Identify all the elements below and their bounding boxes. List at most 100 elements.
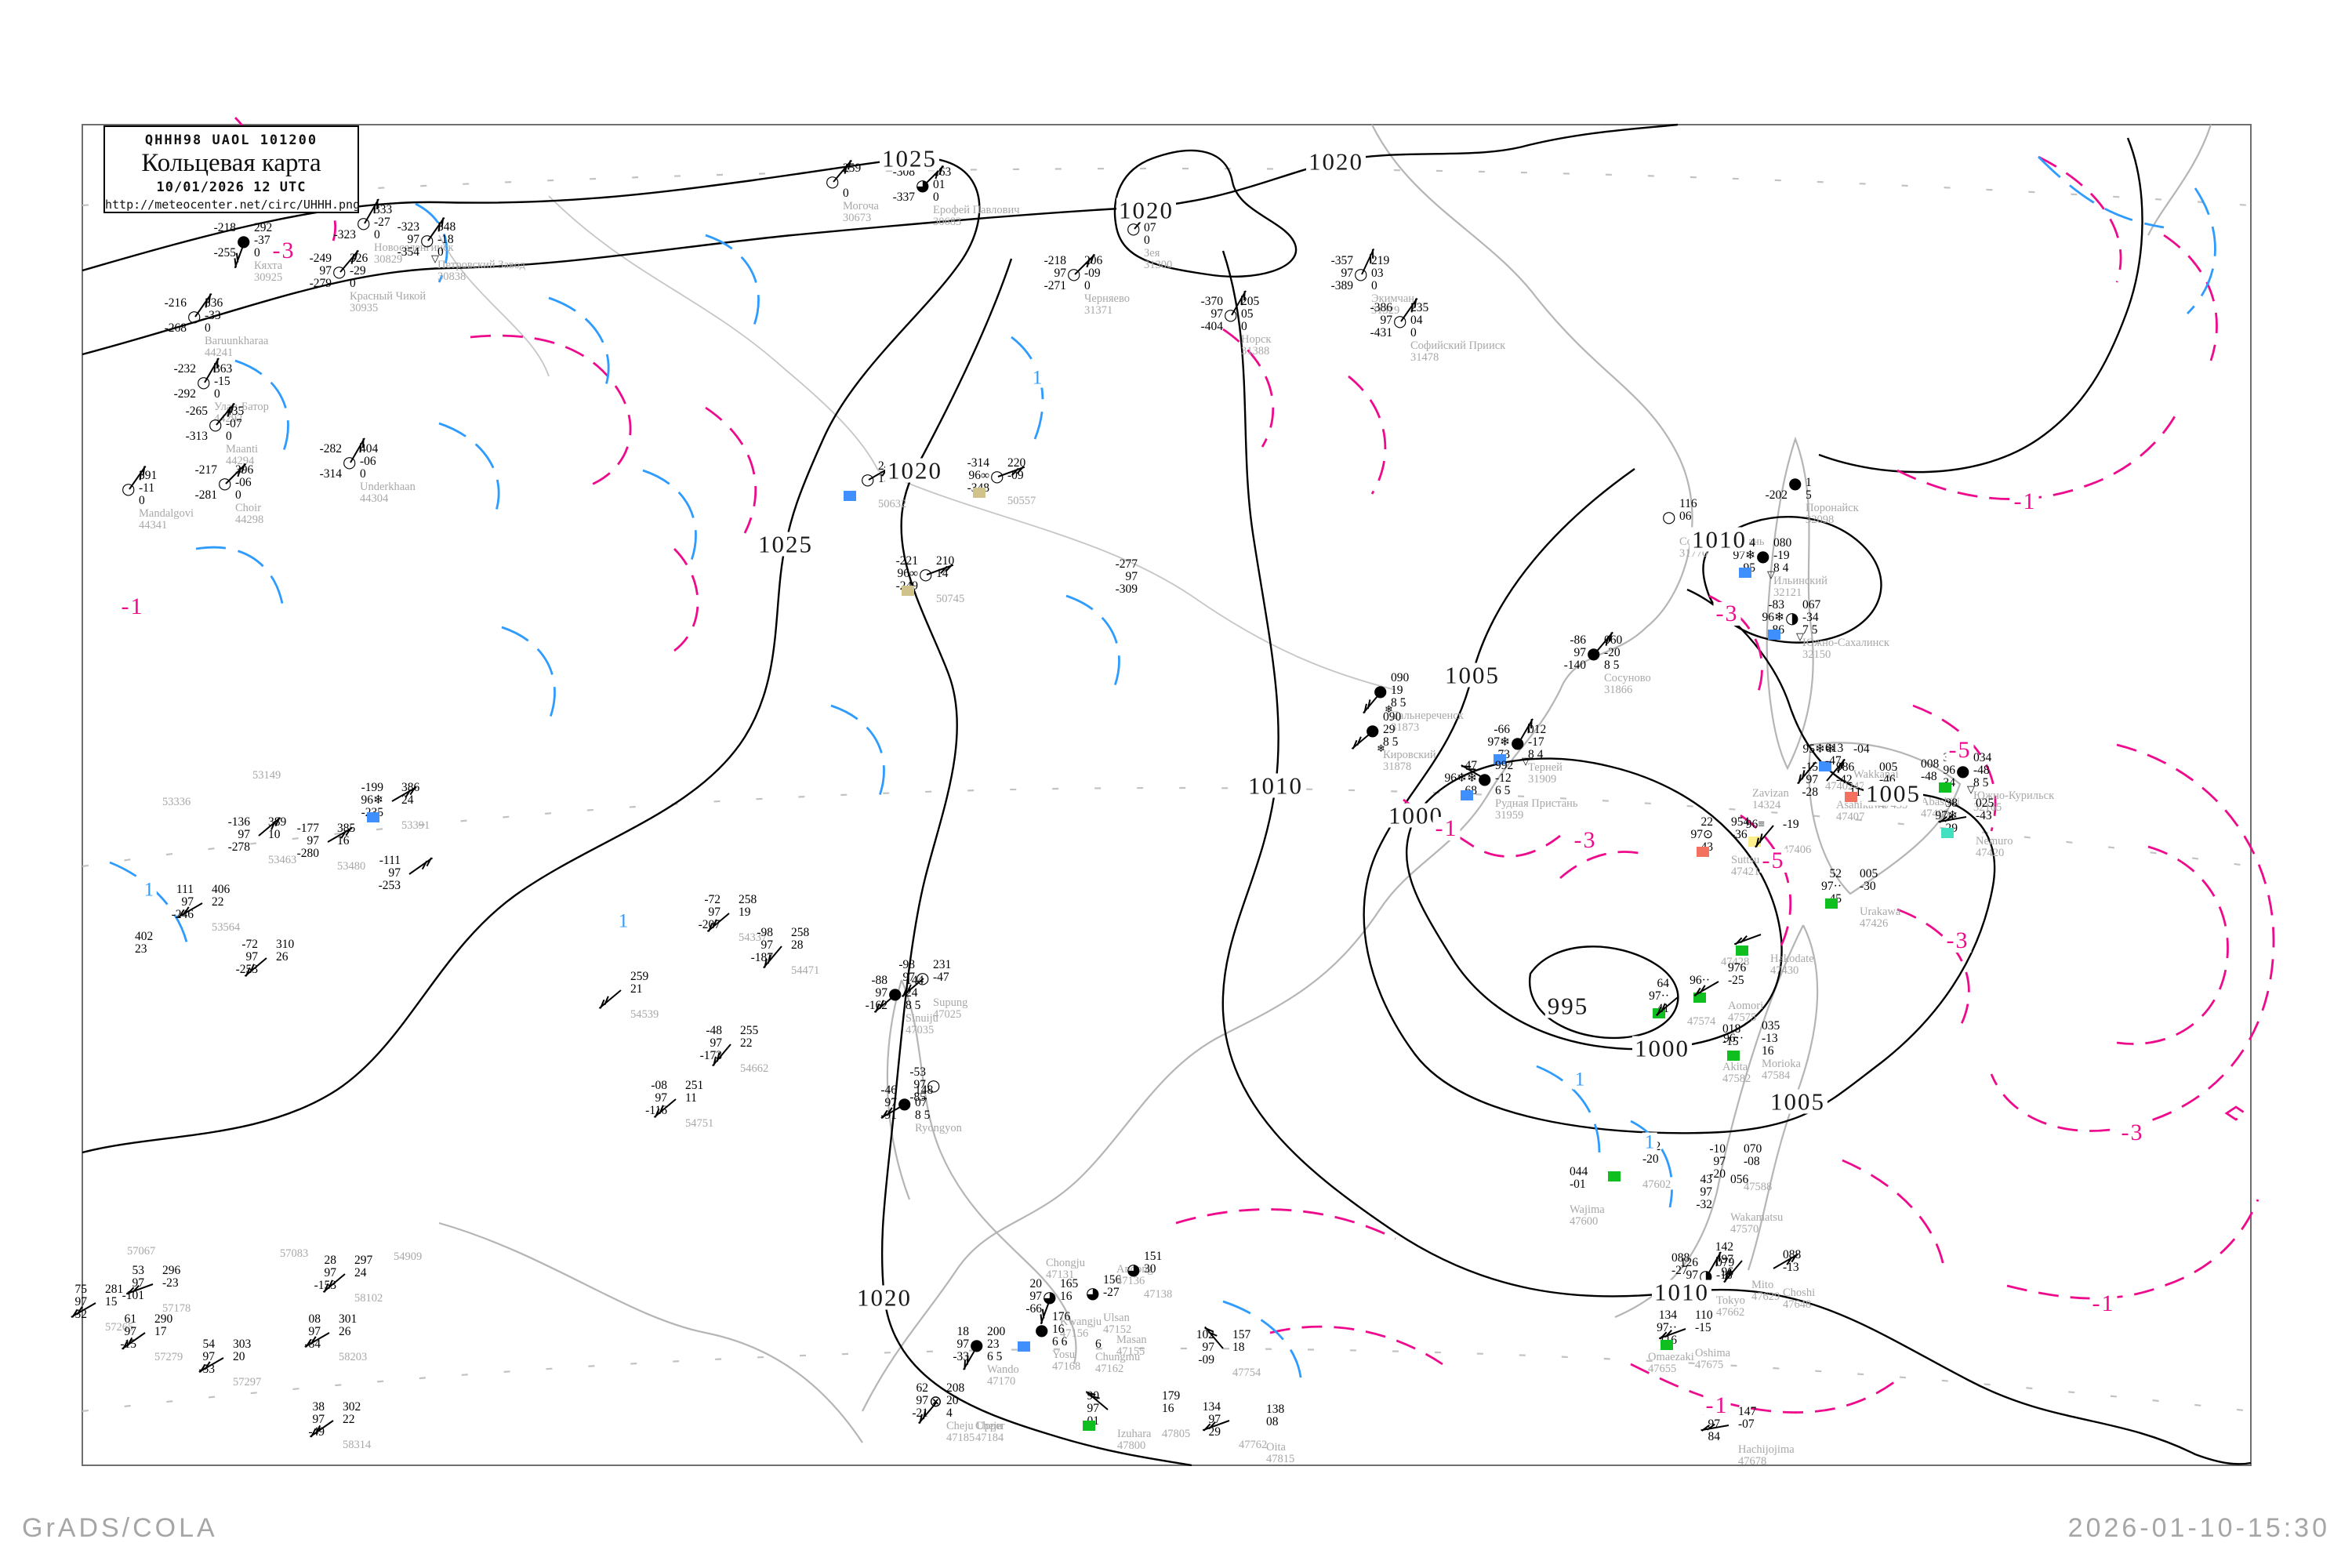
station-temperature: -98	[898, 958, 915, 971]
station-cloud-amount: 8 4	[1773, 561, 1789, 575]
station-id: 53336	[162, 796, 191, 808]
station-pressure-tendency: 11	[685, 1091, 697, 1105]
station-name: Wakamatsu	[1730, 1211, 1784, 1224]
station-pressure: 080	[1773, 536, 1792, 550]
station-pressure: 255	[740, 1024, 759, 1037]
station-name: Южно-Курильск	[1973, 789, 2055, 802]
station-pressure-tendency: 15	[105, 1295, 118, 1308]
sky-cover-icon: ○	[1662, 507, 1676, 526]
sky-cover-icon: ●	[898, 1094, 911, 1112]
station-temperature: 152	[1701, 1405, 1720, 1418]
station-id: 30829	[374, 253, 403, 266]
station-id: 54909	[394, 1250, 423, 1263]
station-temperature: 61	[124, 1312, 137, 1326]
station-id: 44304	[360, 492, 389, 505]
station-pressure-tendency: 17	[154, 1325, 167, 1338]
station-id: 47136	[1116, 1275, 1145, 1287]
station-name-id: 47428	[1721, 956, 1749, 968]
station-temperature: -314	[967, 456, 989, 470]
station-id: 31959	[1495, 809, 1524, 822]
station-id: 32098	[1806, 514, 1835, 526]
station-name-id: Hachijojima 47678	[1738, 1444, 1795, 1468]
station-name: Wakkanai	[1853, 768, 1899, 781]
station-name-id: 57178	[162, 1303, 191, 1315]
weather-symbol-icon: ▽	[431, 253, 439, 265]
precip-marker-icon	[1768, 630, 1780, 640]
station-temperature: -72	[241, 938, 258, 951]
station-pressure: 259	[630, 970, 649, 983]
station-dewpoint: -28	[1802, 786, 1818, 799]
station-name: Supung	[933, 996, 968, 1009]
station-name-id: 54337	[739, 932, 767, 944]
station-pressure: 406	[212, 883, 230, 896]
station-id: 54662	[740, 1062, 769, 1075]
station-pressure-tendency: -13	[1762, 1032, 1778, 1045]
station-pressure: 056	[1730, 1173, 1749, 1186]
station-visibility-weather: 97	[1029, 1290, 1043, 1303]
station-dewpoint: -85	[909, 1091, 926, 1104]
station-id: 31478	[1410, 351, 1439, 364]
station-dewpoint: -32	[1696, 1198, 1712, 1211]
station-pressure: 402	[135, 930, 154, 943]
station-id: 58203	[339, 1351, 368, 1363]
station-name: Akita	[1722, 1061, 1748, 1073]
station-cloud-amount: 8 5	[1391, 696, 1406, 710]
station-pressure-tendency: -15	[214, 375, 230, 388]
station-dewpoint: -431	[1370, 326, 1392, 339]
station-pressure: 200	[987, 1325, 1006, 1338]
station-pressure: 179	[1162, 1389, 1181, 1403]
station-pressure: 090	[1383, 710, 1402, 724]
station-temperature: -88	[871, 974, 887, 987]
station-visibility-weather: 97	[319, 264, 332, 278]
station-name: Дальнереченск	[1391, 710, 1464, 722]
station-name: Yosu	[1052, 1348, 1076, 1361]
weather-symbol-icon: ▽	[1522, 756, 1530, 768]
station-visibility-weather: 97	[74, 1295, 88, 1308]
station-pressure: 012	[1528, 723, 1547, 736]
station-pressure-tendency: 30	[1144, 1262, 1156, 1276]
station-name: Сосуново	[1604, 672, 1651, 684]
station-pressure-tendency: 16	[1162, 1402, 1174, 1415]
station-id: 31909	[1528, 773, 1557, 786]
station-visibility-weather: 97	[1208, 1413, 1221, 1426]
station-id: 47648	[1783, 1298, 1812, 1311]
station-name-id: Wajima 47600	[1570, 1204, 1605, 1228]
station-pressure-tendency: -46	[1879, 773, 1896, 786]
station-visibility-weather: 97	[1054, 267, 1067, 280]
station-visibility-weather: 97	[1210, 307, 1224, 321]
station-pressure-tendency: -11	[139, 481, 155, 495]
station-dewpoint: -389	[1330, 279, 1353, 292]
station-pressure-tendency: -43	[1976, 809, 1992, 822]
station-cloud-amount: 0	[1241, 320, 1247, 333]
render-timestamp: 2026-01-10-15:30	[2067, 1513, 2330, 1543]
station-temperature: 126	[1679, 1256, 1698, 1269]
station-temperature: -216	[164, 296, 187, 310]
station-name: Южно-Сахалинск	[1802, 637, 1889, 649]
precip-marker-icon	[1736, 946, 1748, 956]
station-pressure-tendency: -37	[254, 234, 270, 247]
station-pressure: 231	[933, 958, 952, 971]
station-visibility-weather: 97	[324, 1266, 337, 1279]
station-name-id: Suttsu 47421	[1731, 855, 1759, 878]
station-id: 47582	[1722, 1073, 1751, 1085]
station-name-id: Сосуново 31866	[1604, 673, 1651, 696]
station-name: Masan	[1116, 1334, 1147, 1346]
station-pressure-tendency: 07	[915, 1096, 927, 1109]
station-name: Abashiri	[1921, 796, 1960, 808]
station-pressure: 302	[343, 1400, 361, 1414]
station-pressure: 067	[1802, 598, 1821, 612]
station-pressure-tendency: -47	[1825, 754, 1842, 768]
station-pressure: 404	[360, 442, 379, 456]
station-temperature: -249	[309, 252, 332, 265]
station-dewpoint: -337	[892, 191, 915, 204]
station-id: 47815	[1266, 1453, 1295, 1465]
station-visibility-weather: 97	[1700, 1185, 1713, 1199]
sky-cover-icon: ○	[861, 470, 875, 488]
station-visibility-weather: 97	[124, 1325, 137, 1338]
station-visibility-weather: 97	[308, 1325, 321, 1338]
sky-cover-icon: ○	[1067, 264, 1081, 283]
station-visibility-weather: 97	[1087, 1402, 1100, 1415]
station-pressure: 219	[1371, 254, 1390, 267]
sky-cover-icon: ○	[919, 564, 933, 583]
